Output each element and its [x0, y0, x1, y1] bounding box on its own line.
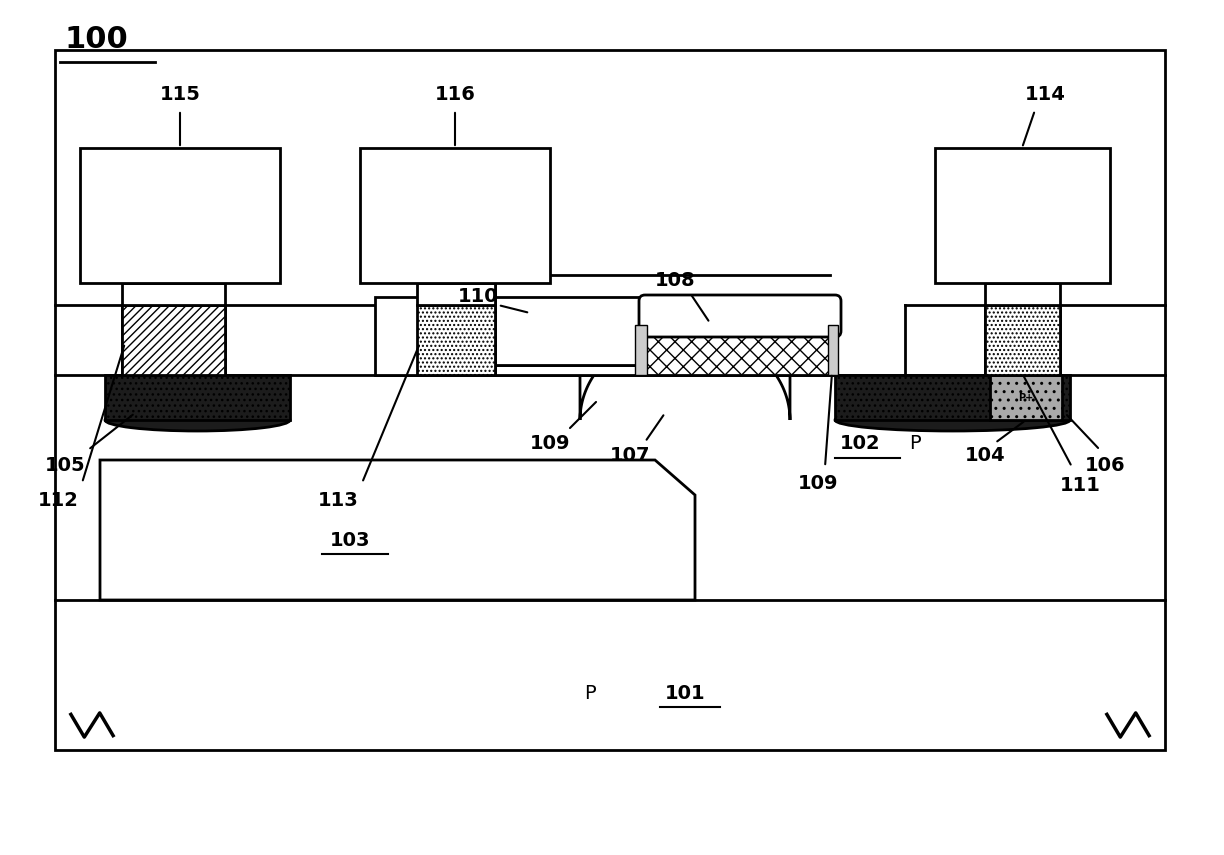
Text: 103: 103 — [329, 530, 370, 550]
Bar — [985, 283, 1060, 305]
Bar — [985, 305, 1060, 375]
Bar — [645, 323, 835, 375]
Text: 104: 104 — [965, 445, 1005, 464]
Bar — [935, 148, 1110, 283]
Text: 109: 109 — [530, 433, 570, 452]
Text: 101: 101 — [665, 683, 705, 703]
Bar — [651, 311, 829, 331]
Bar — [827, 325, 838, 375]
Bar — [375, 297, 494, 375]
Bar — [360, 148, 550, 283]
Bar — [122, 305, 225, 375]
Text: 111: 111 — [1060, 475, 1100, 494]
Bar — [55, 50, 1165, 750]
Ellipse shape — [835, 409, 1070, 431]
Text: 109: 109 — [798, 474, 838, 492]
Text: 114: 114 — [1024, 86, 1065, 104]
Text: 110: 110 — [458, 287, 498, 306]
Bar — [105, 375, 290, 420]
Text: 108: 108 — [655, 270, 695, 290]
Text: 102: 102 — [840, 433, 880, 452]
Bar — [80, 148, 280, 283]
Text: P: P — [584, 683, 596, 703]
Bar — [122, 283, 225, 305]
Bar — [990, 375, 1062, 420]
Bar — [417, 305, 494, 375]
Text: P: P — [909, 433, 920, 452]
Bar — [417, 283, 494, 305]
Bar — [494, 297, 685, 365]
Text: 106: 106 — [1084, 456, 1125, 475]
Polygon shape — [580, 330, 789, 420]
Ellipse shape — [105, 409, 290, 431]
Text: 100: 100 — [65, 26, 129, 55]
Text: 112: 112 — [38, 491, 78, 510]
Polygon shape — [100, 460, 695, 600]
Bar — [494, 365, 685, 375]
Text: P+: P+ — [1018, 392, 1033, 403]
Text: 116: 116 — [435, 86, 475, 104]
FancyBboxPatch shape — [639, 295, 841, 337]
Bar — [835, 375, 1070, 420]
Text: 105: 105 — [45, 456, 86, 475]
Text: 107: 107 — [610, 445, 650, 464]
Bar — [635, 325, 647, 375]
Text: 115: 115 — [159, 86, 201, 104]
Text: 113: 113 — [317, 491, 359, 510]
